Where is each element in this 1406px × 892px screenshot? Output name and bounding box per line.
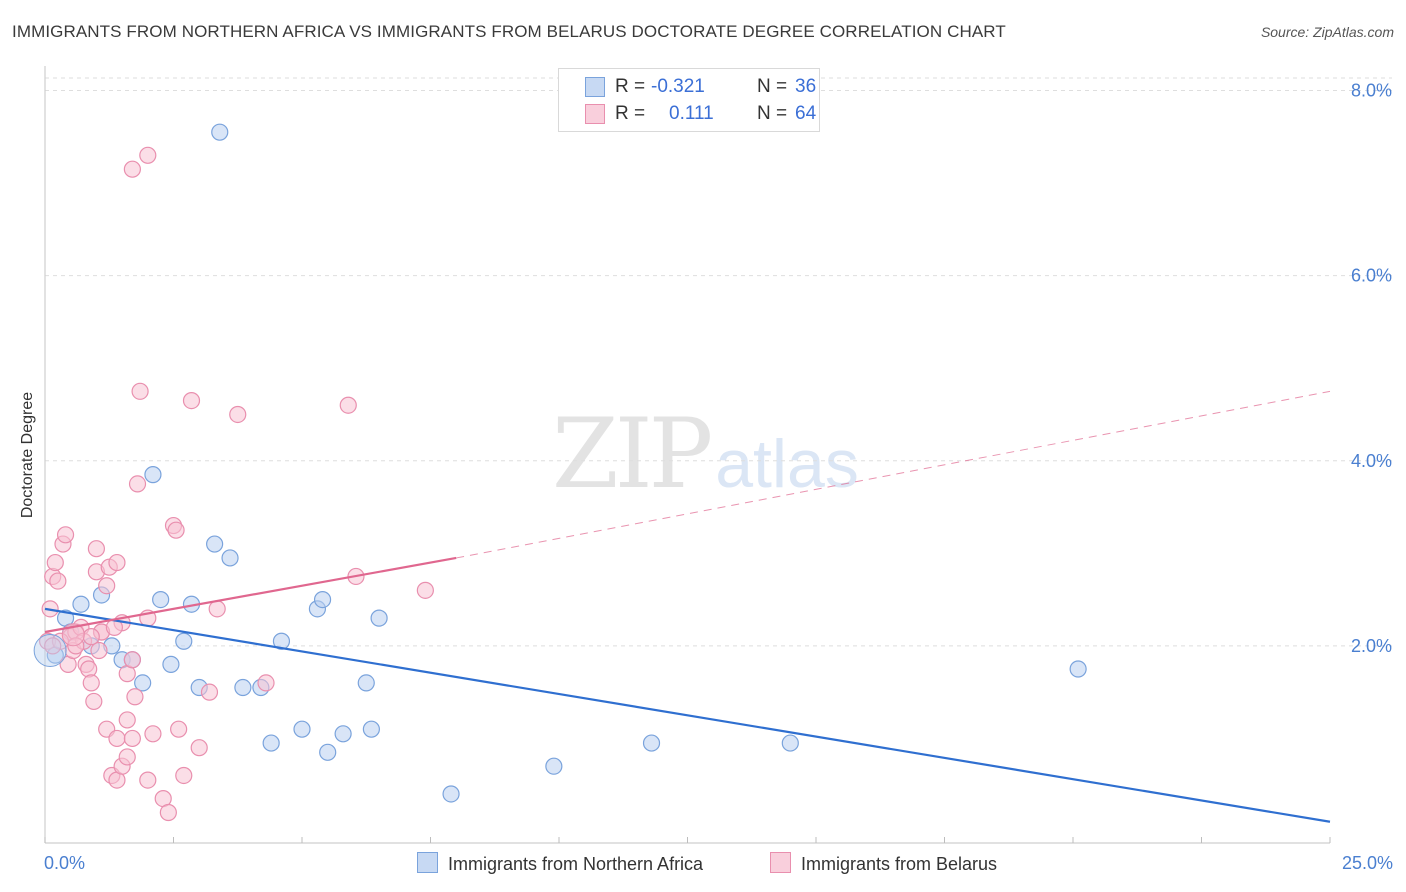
point-belarus <box>82 674 100 692</box>
bottom-legend-northern-africa: Immigrants from Northern Africa <box>417 852 703 875</box>
axes <box>44 66 1331 844</box>
point-belarus <box>85 692 103 711</box>
source-label: Source: ZipAtlas.com <box>1260 24 1394 40</box>
point-northern-africa <box>370 609 388 627</box>
point-northern-africa <box>272 632 291 650</box>
point-belarus <box>123 729 141 748</box>
legend-n-value-northern-africa: 36 <box>795 76 817 97</box>
point-northern-africa <box>357 674 375 692</box>
x-tick-label-min: 0.0% <box>44 853 85 873</box>
trend-lines <box>44 390 1331 823</box>
point-northern-africa <box>362 720 380 738</box>
point-belarus <box>139 146 157 164</box>
point-belarus-cluster <box>61 623 85 647</box>
point-northern-africa <box>642 734 661 752</box>
point-belarus <box>98 577 116 595</box>
point-northern-africa <box>781 734 799 752</box>
trend-line-belarus-extrapolated <box>456 390 1331 559</box>
point-northern-africa <box>72 595 90 613</box>
point-northern-africa <box>175 632 193 650</box>
point-belarus <box>118 748 136 766</box>
legend-swatch-pink <box>585 104 605 124</box>
point-belarus <box>182 391 201 410</box>
legend-r-value-northern-africa: -0.321 <box>651 76 705 97</box>
point-belarus <box>190 739 208 757</box>
point-belarus <box>128 475 147 493</box>
point-belarus <box>44 637 62 655</box>
point-northern-africa <box>334 725 352 743</box>
point-northern-africa-cluster <box>33 634 67 668</box>
legend-r-label: R = <box>615 103 646 124</box>
point-belarus <box>90 641 108 660</box>
point-northern-africa <box>234 678 252 697</box>
grid-lines <box>45 77 1392 647</box>
point-belarus <box>108 729 126 748</box>
bottom-legend-belarus: Immigrants from Belarus <box>770 852 997 875</box>
point-belarus <box>339 396 357 414</box>
y-tick-label: 8.0% <box>1351 81 1392 101</box>
watermark-atlas: atlas <box>715 426 859 502</box>
point-northern-africa <box>162 655 180 673</box>
legend-n-value-belarus: 64 <box>795 103 817 124</box>
point-northern-africa <box>206 535 224 553</box>
y-tick-label: 4.0% <box>1351 451 1392 471</box>
x-tick-label-max: 25.0% <box>1342 853 1393 873</box>
y-tick-label: 2.0% <box>1351 636 1392 656</box>
point-belarus <box>257 674 275 692</box>
point-belarus <box>108 553 126 572</box>
legend-r-value-belarus: 0.111 <box>669 103 714 124</box>
point-belarus <box>123 160 141 178</box>
point-belarus <box>229 405 247 424</box>
point-belarus <box>82 628 100 646</box>
legend-r-label: R = <box>615 76 646 97</box>
point-belarus <box>118 711 136 729</box>
point-belarus <box>416 581 434 599</box>
point-belarus <box>80 660 98 678</box>
point-belarus <box>208 600 226 618</box>
point-belarus <box>175 766 193 785</box>
correlation-legend: R = -0.321 N = 36 R = 0.111 N = 64 <box>558 68 820 132</box>
data-points <box>33 123 1087 822</box>
tick-labels: 2.0% 4.0% 6.0% 8.0% 0.0% 25.0% <box>44 81 1393 873</box>
bottom-legend-label-belarus: Immigrants from Belarus <box>801 854 998 874</box>
point-northern-africa <box>152 590 170 609</box>
point-belarus <box>87 540 106 558</box>
trend-line-northern-africa <box>44 607 1331 823</box>
point-northern-africa <box>221 549 239 567</box>
point-belarus <box>126 688 144 706</box>
legend-swatch-blue <box>585 77 605 97</box>
bottom-legend-swatch-pink <box>770 852 791 873</box>
y-tick-label: 6.0% <box>1351 266 1392 286</box>
point-belarus <box>159 803 177 822</box>
point-belarus <box>123 651 141 669</box>
bottom-legend-label-northern-africa: Immigrants from Northern Africa <box>448 854 704 874</box>
point-belarus <box>49 572 67 590</box>
point-belarus <box>56 526 75 544</box>
point-northern-africa <box>313 590 332 609</box>
point-northern-africa <box>134 674 152 692</box>
point-northern-africa <box>1069 660 1087 678</box>
point-belarus <box>131 382 149 400</box>
point-belarus <box>167 521 185 539</box>
point-northern-africa <box>442 785 460 803</box>
point-northern-africa <box>293 720 311 738</box>
point-northern-africa <box>262 734 280 752</box>
point-northern-africa <box>144 466 162 484</box>
trend-line-belarus <box>44 556 457 634</box>
point-belarus <box>46 553 64 572</box>
point-belarus <box>200 683 219 701</box>
chart-title: IMMIGRANTS FROM NORTHERN AFRICA VS IMMIG… <box>12 22 1006 41</box>
point-belarus <box>144 725 162 743</box>
point-belarus <box>139 771 157 789</box>
point-northern-africa <box>319 743 337 761</box>
point-belarus <box>170 720 188 738</box>
legend-n-label: N = <box>757 76 788 97</box>
legend-n-label: N = <box>757 103 788 124</box>
point-northern-africa <box>545 757 563 775</box>
watermark-zip: ZIP <box>552 398 713 510</box>
point-northern-africa <box>211 123 229 141</box>
bottom-legend-swatch-blue <box>417 852 438 873</box>
watermark: ZIPatlas <box>552 398 859 510</box>
